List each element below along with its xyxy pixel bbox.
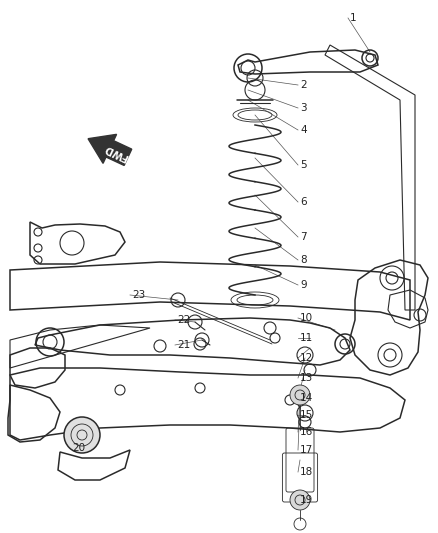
Text: 14: 14 xyxy=(300,393,313,403)
Text: 3: 3 xyxy=(300,103,307,113)
Text: 7: 7 xyxy=(300,232,307,242)
Text: 10: 10 xyxy=(300,313,313,323)
Text: 18: 18 xyxy=(300,467,313,477)
FancyArrow shape xyxy=(88,134,132,165)
Circle shape xyxy=(290,385,310,405)
Text: 4: 4 xyxy=(300,125,307,135)
Text: 19: 19 xyxy=(300,495,313,505)
Text: 1: 1 xyxy=(350,13,357,23)
Text: 21: 21 xyxy=(177,340,190,350)
Text: 5: 5 xyxy=(300,160,307,170)
Circle shape xyxy=(290,490,310,510)
Text: 6: 6 xyxy=(300,197,307,207)
Text: 15: 15 xyxy=(300,410,313,420)
Text: 16: 16 xyxy=(300,427,313,437)
Text: 13: 13 xyxy=(300,373,313,383)
Text: 2: 2 xyxy=(300,80,307,90)
Text: 12: 12 xyxy=(300,353,313,363)
Text: 20: 20 xyxy=(72,443,85,453)
Text: 23: 23 xyxy=(132,290,145,300)
Text: 11: 11 xyxy=(300,333,313,343)
Text: 22: 22 xyxy=(177,315,190,325)
Text: FWD: FWD xyxy=(102,142,130,162)
Circle shape xyxy=(64,417,100,453)
Text: 17: 17 xyxy=(300,445,313,455)
Text: 9: 9 xyxy=(300,280,307,290)
Text: 8: 8 xyxy=(300,255,307,265)
